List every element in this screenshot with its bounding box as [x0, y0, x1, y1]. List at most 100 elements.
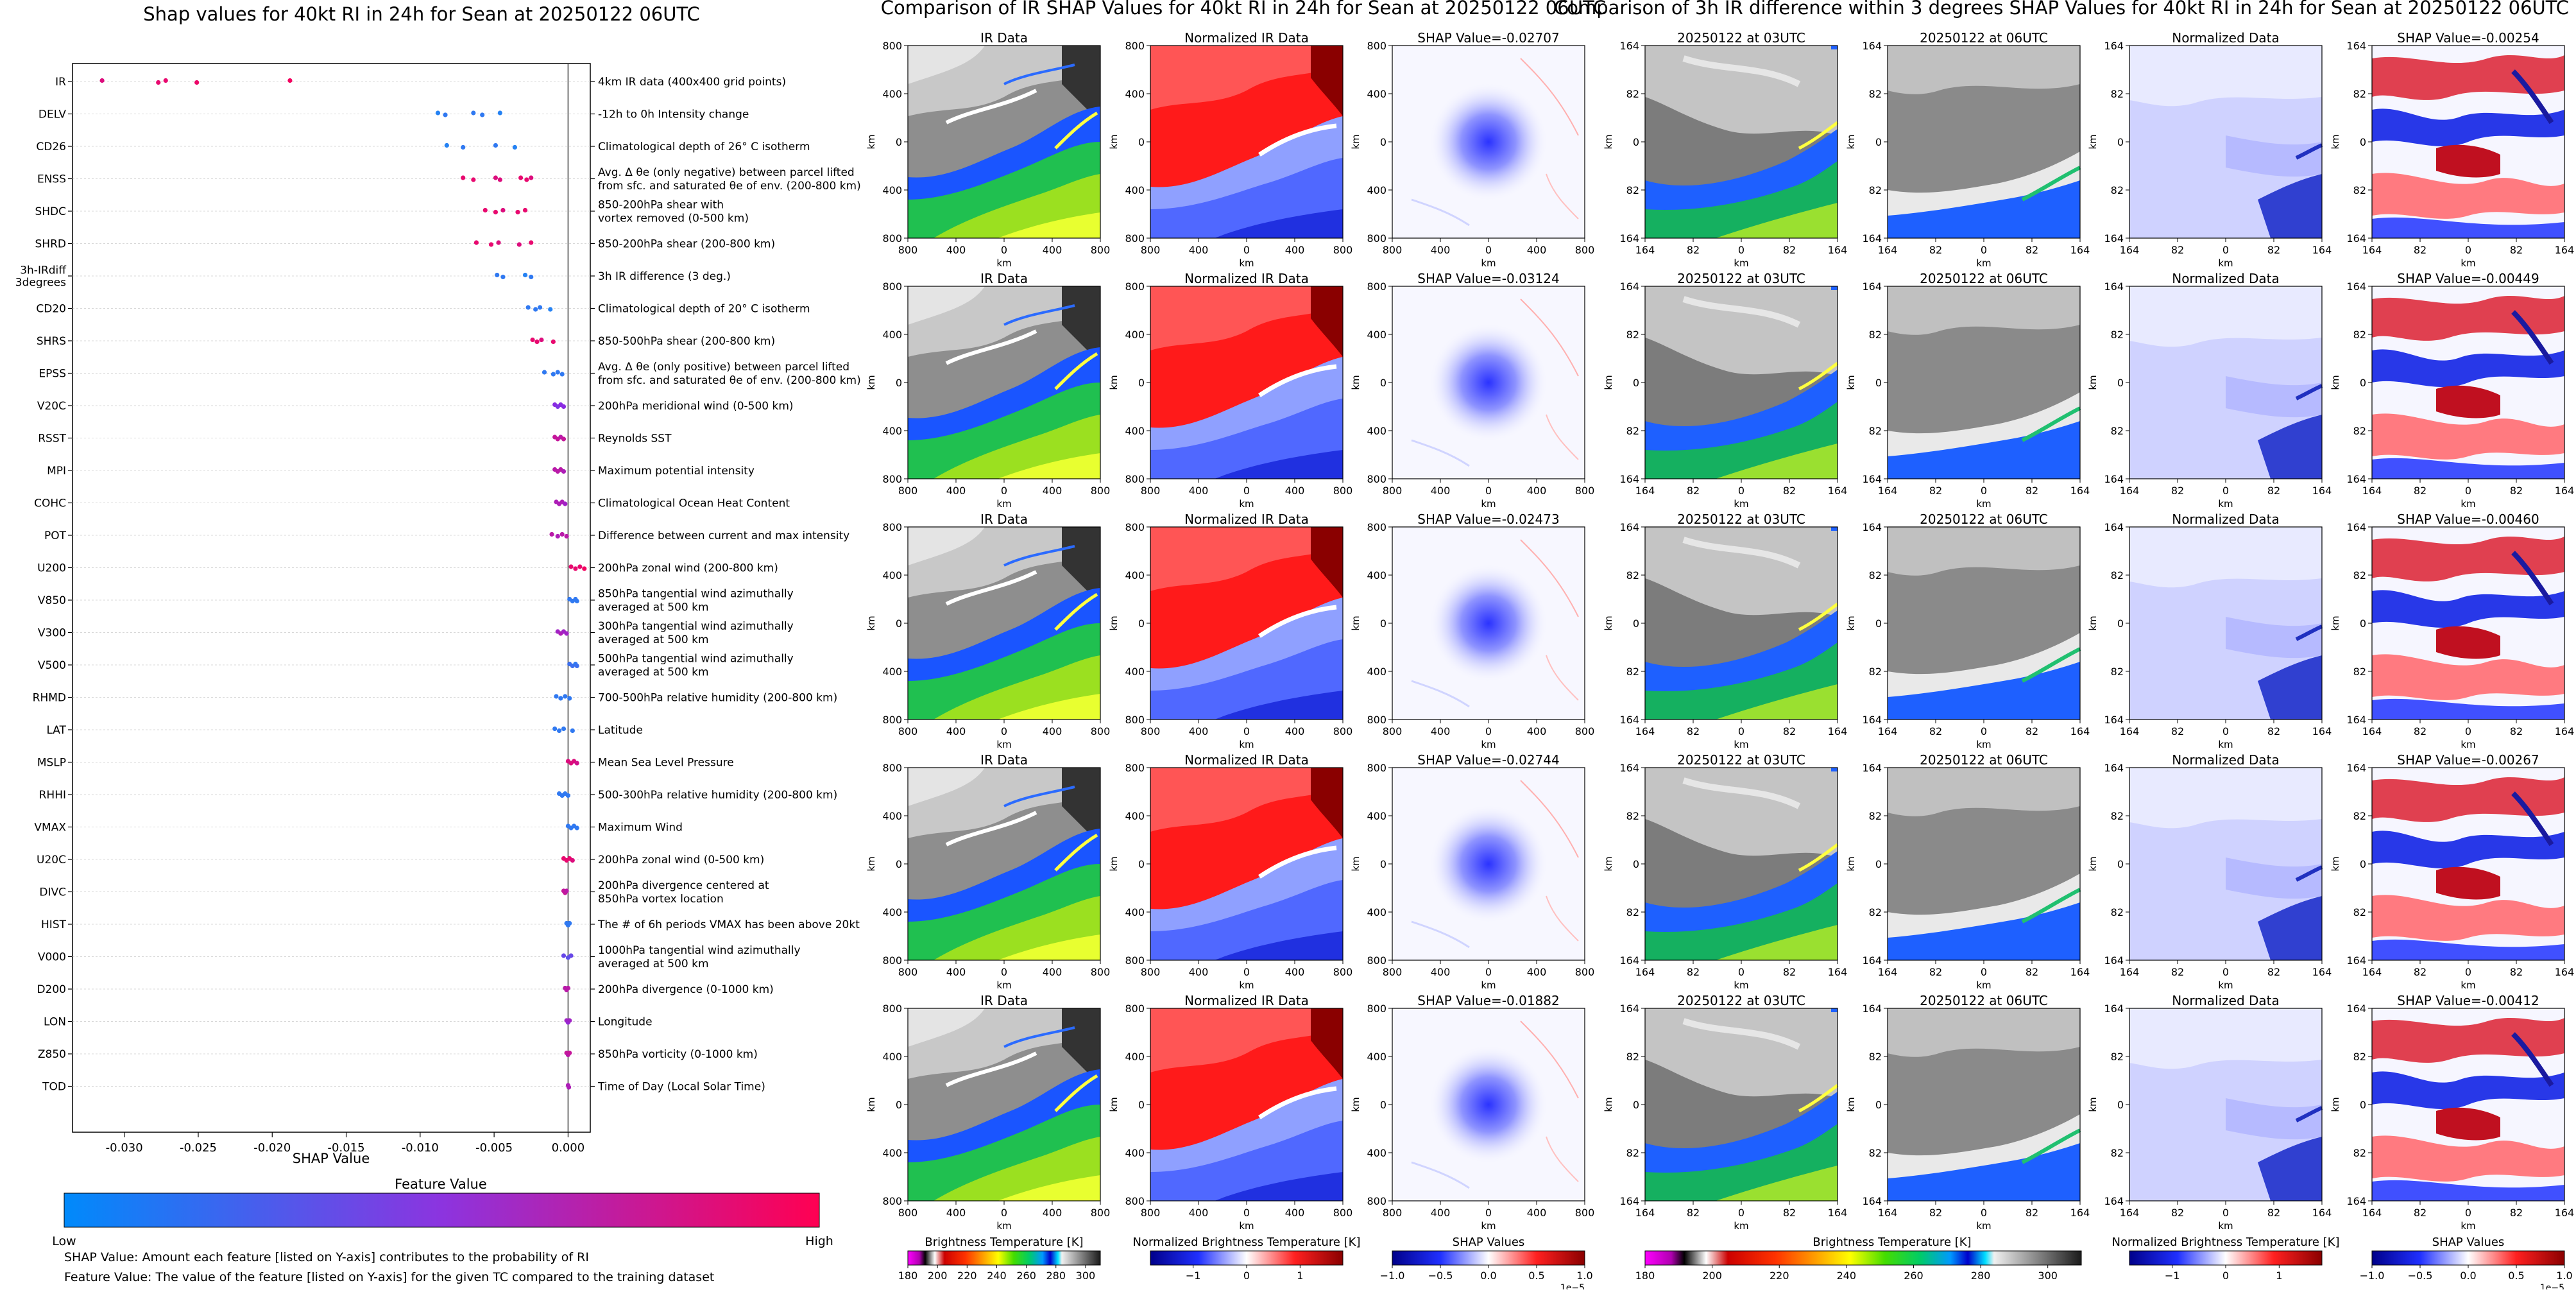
y-tick-label: 164 [2104, 40, 2124, 52]
x-tick-label: 400 [1189, 725, 1209, 737]
x-tick-label: 800 [1141, 485, 1161, 497]
y-tick-label: 800 [1367, 473, 1386, 485]
y-tick-label: 400 [1125, 329, 1145, 341]
y-axis-label: km [1350, 1097, 1361, 1112]
feature-label: Z850 [38, 1048, 66, 1061]
colorbar [2129, 1250, 2323, 1266]
shap-point [461, 144, 466, 150]
x-tick-label: 164 [2120, 725, 2140, 737]
colorbar-tick-label: 0.0 [1480, 1270, 1496, 1282]
feature-description: 200hPa meridional wind (0-500 km) [598, 400, 794, 413]
y-tick-label: 800 [1367, 280, 1386, 293]
x-tick-label: 800 [1575, 244, 1595, 256]
colorbar-tick-label: −0.5 [2408, 1270, 2433, 1282]
x-tick-label: 800 [898, 244, 918, 256]
x-tick-label: 800 [1141, 966, 1161, 978]
x-tick-label: 164 [2312, 725, 2332, 737]
colorbar-tick-label: 1.0 [1576, 1270, 1592, 1282]
colorbar-tick-label: 200 [1702, 1270, 1722, 1282]
panel-title: 20250122 at 06UTC [1920, 512, 2048, 527]
x-axis-label: km [2461, 257, 2475, 269]
shap-heatmap [2372, 768, 2564, 960]
panel-title: IR Data [980, 30, 1028, 46]
y-axis-label: km [2330, 616, 2341, 630]
y-axis-label: km [1350, 856, 1361, 871]
y-tick-label: 0 [2360, 858, 2366, 870]
x-tick-label: 0 [1001, 485, 1007, 497]
panel-title: 20250122 at 06UTC [1920, 30, 2048, 46]
feature-description: 500hPa tangential wind azimuthally averag… [598, 653, 794, 679]
y-tick-label: 164 [2104, 954, 2124, 967]
colorbar-label: Brightness Temperature [K] [1813, 1236, 1971, 1249]
y-tick-label: 0 [1633, 377, 1639, 389]
x-tick-label: 800 [1091, 725, 1111, 737]
x-tick-label: 800 [898, 1207, 918, 1219]
x-tick-label: 82 [1687, 485, 1700, 497]
x-tick-label: 400 [1285, 485, 1305, 497]
x-tick-label: 164 [2070, 244, 2090, 256]
x-tick-label: 400 [946, 485, 966, 497]
y-tick-label: 400 [882, 88, 902, 100]
x-axis-label: km [1734, 498, 1748, 510]
colorbar-tick-label: 1.0 [2556, 1270, 2572, 1282]
x-tick-label: 82 [2414, 1207, 2427, 1219]
y-tick-label: 800 [1367, 1003, 1386, 1015]
y-tick-label: 0 [1633, 858, 1639, 870]
y-tick-label: 0 [2360, 617, 2366, 630]
x-tick-label: 164 [2070, 1207, 2090, 1219]
y-tick-label: 82 [2111, 810, 2124, 822]
feature-label: MSLP [37, 757, 66, 770]
feature-description: 850hPa vorticity (0-1000 km) [598, 1048, 758, 1061]
x-tick-label: 82 [1687, 966, 1700, 978]
shap-point [471, 110, 476, 116]
y-tick-label: 0 [1633, 136, 1639, 148]
feature-description: 700-500hPa relative humidity (200-800 km… [598, 692, 837, 705]
shap-point [561, 436, 567, 442]
x-tick-label: 0 [1981, 485, 1987, 497]
y-axis-label: km [1108, 616, 1120, 630]
y-axis-label: km [866, 134, 877, 149]
y-tick-label: 800 [882, 954, 902, 967]
panel-title: 20250122 at 03UTC [1677, 993, 1805, 1008]
colorbar-tick-label: 300 [1076, 1270, 1096, 1282]
panel-title: 20250122 at 06UTC [1920, 271, 2048, 286]
x-tick-label: 800 [1333, 725, 1353, 737]
x-tick-label: 0 [2222, 244, 2229, 256]
colorbar-tick-label: 280 [1971, 1270, 1991, 1282]
x-tick-label: 0 [2222, 966, 2229, 978]
shap-point [522, 207, 528, 213]
x-tick-label: 82 [2510, 244, 2523, 256]
y-tick-label: 0 [1633, 617, 1639, 630]
y-tick-label: 164 [2104, 521, 2124, 533]
y-tick-label: 400 [882, 666, 902, 678]
x-tick-label: 164 [1828, 725, 1848, 737]
data-heatmap [1150, 768, 1343, 960]
y-tick-label: 400 [1125, 1147, 1145, 1159]
shap-point [574, 663, 579, 669]
y-axis-label: km [1350, 616, 1361, 630]
x-tick-label: 800 [1091, 244, 1111, 256]
x-tick-label: 0 [1001, 725, 1007, 737]
y-tick-label: 400 [1125, 88, 1145, 100]
x-tick-label: 400 [1527, 725, 1547, 737]
y-tick-label: 82 [1626, 184, 1639, 196]
x-tick-label: 0 [2465, 725, 2471, 737]
y-tick-label: 164 [1619, 714, 1639, 726]
feature-label: SHRD [35, 238, 66, 251]
x-tick-label: 82 [2171, 966, 2184, 978]
colorbar-label: SHAP Values [1453, 1236, 1525, 1249]
shap-point [480, 112, 485, 117]
x-tick-label: 164 [2555, 244, 2575, 256]
feature-label: HIST [41, 918, 67, 931]
shap-point [518, 175, 524, 180]
x-tick-label: 800 [1575, 1207, 1595, 1219]
x-tick-label: 164 [1878, 725, 1898, 737]
x-tick-label: 82 [2171, 244, 2184, 256]
feature-description: Latitude [598, 724, 643, 737]
shap-point [570, 728, 575, 734]
x-tick-label: 800 [1383, 244, 1403, 256]
colorbar-tick-label: 0.5 [2508, 1270, 2524, 1282]
